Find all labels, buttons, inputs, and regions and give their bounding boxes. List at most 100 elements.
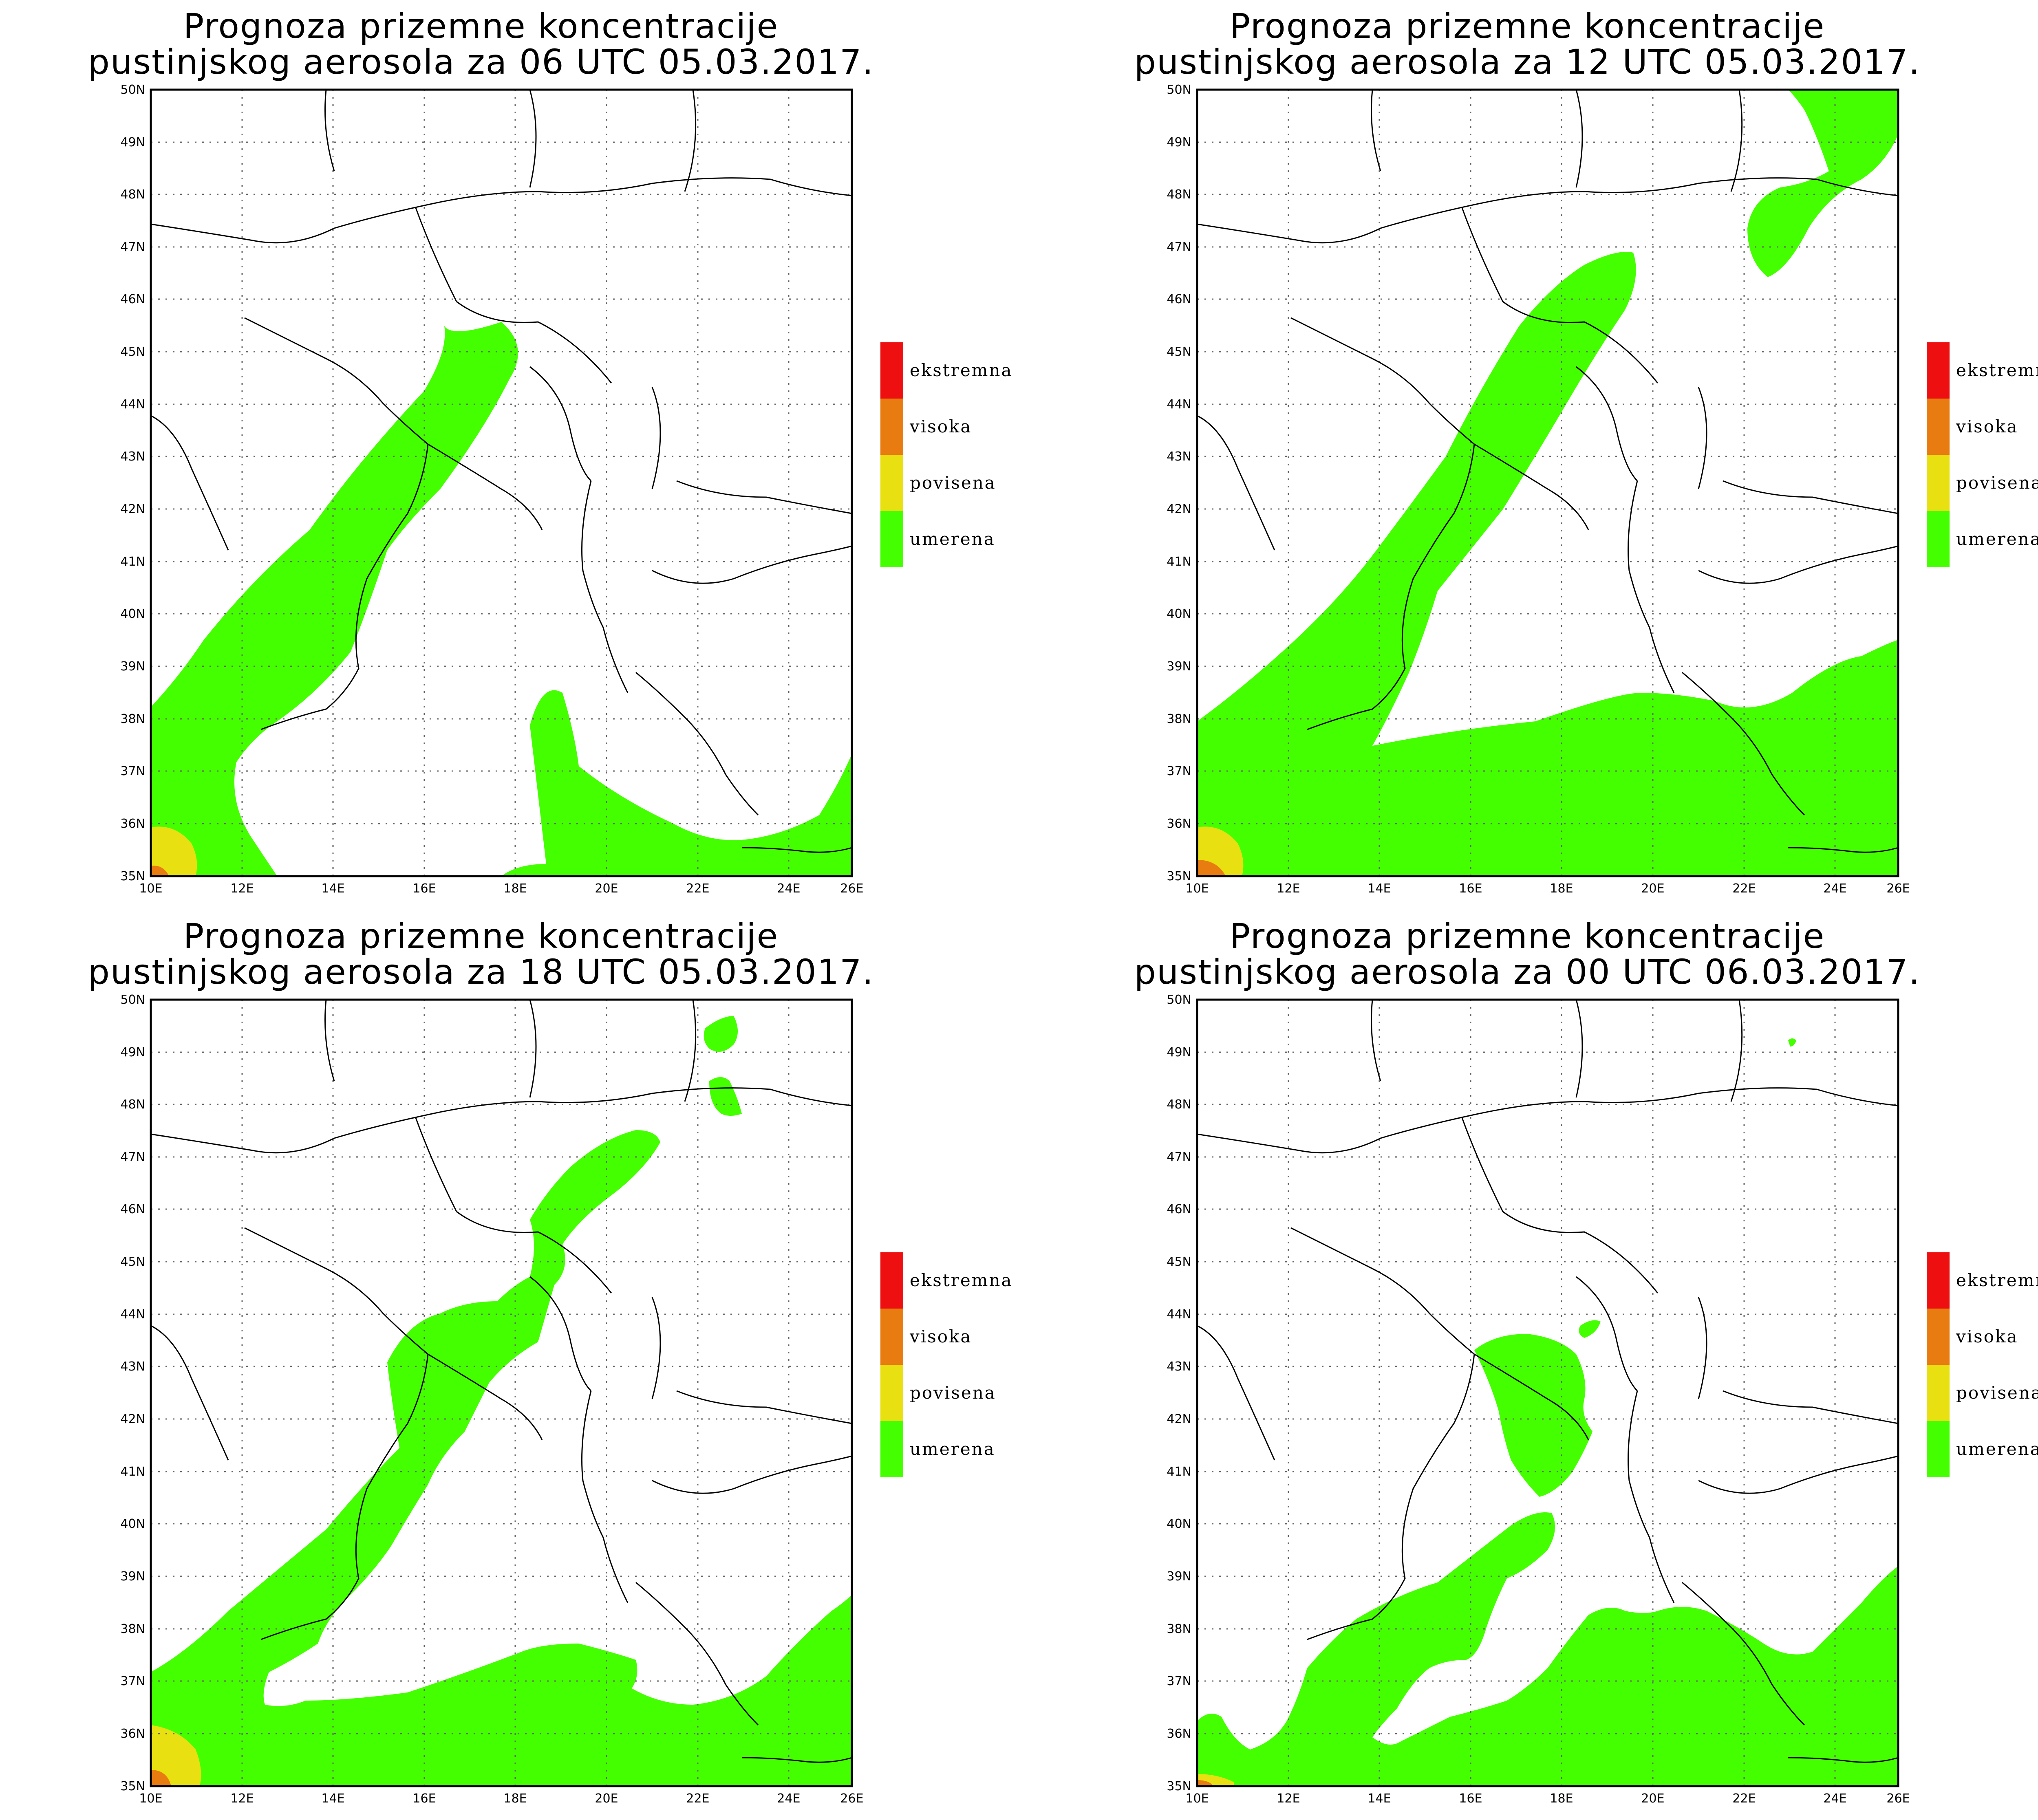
legend-label: ekstremna [910, 360, 1013, 380]
x-tick-label: 10E [1185, 1791, 1209, 1806]
umerena-area [151, 322, 518, 876]
x-tick-label: 14E [321, 881, 344, 896]
y-tick-label: 37N [120, 1674, 145, 1688]
y-tick-label: 36N [1167, 1727, 1191, 1741]
legend-item: ekstremna [880, 1252, 1043, 1309]
y-tick-label: 49N [120, 1045, 145, 1060]
legend-item: visoka [880, 399, 1043, 455]
legend-item: ekstremna [880, 342, 1043, 399]
x-tick-label: 12E [1277, 1791, 1300, 1806]
legend-swatch [880, 1309, 903, 1365]
y-tick-label: 44N [1167, 397, 1191, 412]
x-tick-label: 20E [595, 881, 618, 896]
y-tick-label: 48N [120, 187, 145, 202]
x-tick-label: 22E [686, 1791, 709, 1806]
y-tick-label: 37N [1167, 1674, 1191, 1688]
y-tick-label: 39N [120, 659, 145, 674]
y-tick-label: 44N [1167, 1307, 1191, 1322]
legend-item: ekstremna [1927, 342, 2038, 399]
dust-forecast-areas [1197, 1038, 1898, 1786]
y-tick-label: 49N [1167, 135, 1191, 150]
y-tick-label: 47N [120, 1150, 145, 1164]
x-tick-label: 20E [1641, 1791, 1664, 1806]
y-tick-label: 45N [1167, 1255, 1191, 1269]
y-tick-label: 50N [120, 993, 145, 1007]
y-tick-label: 35N [120, 869, 145, 884]
y-tick-label: 49N [1167, 1045, 1191, 1060]
legend-label: ekstremna [1956, 360, 2038, 380]
x-tick-label: 22E [1732, 881, 1756, 896]
legend: ekstremna visoka povisena umerena [880, 1252, 1043, 1477]
y-tick-label: 43N [120, 449, 145, 464]
visoka-area [1197, 860, 1226, 876]
y-tick-label: 42N [120, 1412, 145, 1426]
y-tick-label: 39N [1167, 1569, 1191, 1584]
legend-item: umerena [1927, 1421, 2038, 1477]
x-tick-label: 12E [230, 881, 254, 896]
umerena-area [709, 1077, 742, 1116]
y-tick-label: 50N [1167, 83, 1191, 97]
map-frame [151, 90, 852, 876]
title-line-2: pustinjskog aerosola za 06 UTC 05.03.201… [88, 42, 874, 82]
x-tick-label: 24E [777, 1791, 800, 1806]
legend-item: visoka [1927, 1309, 2038, 1365]
title-line-2: pustinjskog aerosola za 00 UTC 06.03.201… [1134, 952, 1921, 992]
y-tick-label: 35N [120, 1779, 145, 1794]
y-tick-label: 43N [120, 1359, 145, 1374]
x-tick-label: 26E [1886, 1791, 1910, 1806]
y-tick-label: 40N [120, 1517, 145, 1531]
panel-title: Prognoza prizemne koncentracije pustinjs… [65, 918, 897, 990]
legend-label: ekstremna [1956, 1270, 2038, 1290]
visoka-area [151, 1770, 171, 1786]
legend-swatch [880, 399, 903, 455]
legend-item: visoka [1927, 399, 2038, 455]
legend-swatch [1927, 455, 1950, 511]
y-tick-label: 41N [120, 1465, 145, 1479]
y-axis-labels: 35N 36N 37N 38N 39N 40N 41N 42N 43N 44N … [1167, 993, 1191, 1794]
visoka-area [151, 866, 169, 876]
y-tick-label: 50N [1167, 993, 1191, 1007]
x-axis-labels: 10E 12E 14E 16E 18E 20E 22E 24E 26E [1185, 881, 1910, 896]
y-tick-label: 39N [120, 1569, 145, 1584]
map-panel-1: Prognoza prizemne koncentracije pustinjs… [0, 0, 1046, 910]
title-line-1: Prognoza prizemne koncentracije [183, 6, 779, 46]
legend-swatch [1927, 1421, 1950, 1477]
legend-item: visoka [880, 1309, 1043, 1365]
legend-item: povisena [1927, 455, 2038, 511]
x-tick-label: 18E [503, 881, 527, 896]
legend-swatch [880, 1252, 903, 1309]
y-tick-label: 46N [1167, 1202, 1191, 1216]
y-tick-label: 47N [1167, 1150, 1191, 1164]
panel-title: Prognoza prizemne koncentracije pustinjs… [1112, 8, 1943, 80]
x-tick-label: 18E [1550, 1791, 1573, 1806]
coastlines-borders [1197, 89, 1899, 853]
map-border [150, 998, 853, 1787]
umerena-area [1197, 1512, 1898, 1786]
y-tick-label: 49N [120, 135, 145, 150]
legend-item: povisena [1927, 1365, 2038, 1421]
y-tick-label: 42N [120, 502, 145, 516]
y-tick-label: 38N [1167, 1622, 1191, 1636]
y-tick-label: 45N [120, 345, 145, 359]
x-tick-label: 22E [1732, 1791, 1756, 1806]
legend-item: umerena [880, 1421, 1043, 1477]
y-tick-label: 43N [1167, 449, 1191, 464]
umerena-area [1723, 763, 1747, 784]
y-tick-label: 46N [120, 1202, 145, 1216]
y-tick-label: 41N [1167, 1465, 1191, 1479]
y-tick-label: 43N [1167, 1359, 1191, 1374]
map-svg: 35N 36N 37N 38N 39N 40N 41N 42N 43N 44N … [120, 993, 863, 1806]
coastlines-borders [150, 89, 852, 853]
x-tick-label: 16E [412, 881, 436, 896]
y-axis-labels: 35N 36N 37N 38N 39N 40N 41N 42N 43N 44N … [120, 993, 145, 1794]
umerena-area [1197, 252, 1898, 876]
legend-swatch [1927, 1252, 1950, 1309]
dust-forecast-areas [1197, 90, 1898, 876]
legend-label: povisena [1956, 473, 2038, 493]
dust-forecast-areas [151, 322, 852, 876]
y-tick-label: 37N [1167, 764, 1191, 778]
y-tick-label: 44N [120, 1307, 145, 1322]
coastlines-borders [150, 999, 852, 1763]
legend-label: visoka [910, 416, 972, 436]
y-tick-label: 38N [120, 1622, 145, 1636]
